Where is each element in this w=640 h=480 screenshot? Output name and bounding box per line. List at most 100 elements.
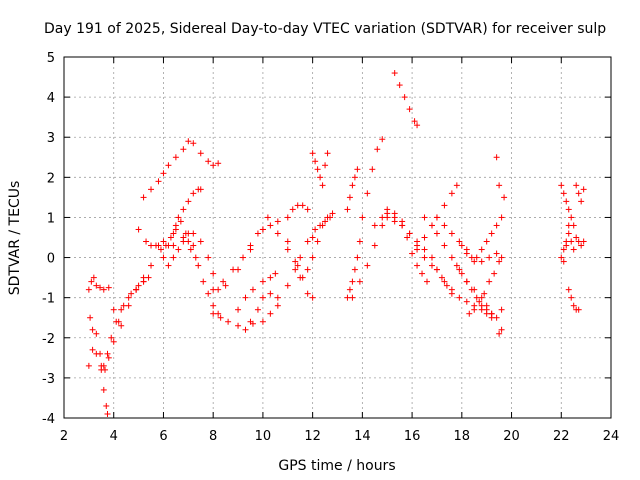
- data-point-marker: [463, 298, 470, 305]
- data-point-marker: [312, 158, 319, 165]
- data-point-marker: [364, 190, 371, 197]
- data-point-marker: [284, 238, 291, 245]
- data-point-marker: [401, 94, 408, 101]
- data-point-marker: [488, 310, 495, 317]
- data-point-marker: [371, 222, 378, 229]
- data-point-marker: [371, 242, 378, 249]
- data-point-marker: [259, 318, 266, 325]
- data-point-marker: [210, 302, 217, 309]
- data-point-marker: [312, 226, 319, 233]
- data-point-marker: [235, 322, 242, 329]
- data-point-marker: [473, 254, 480, 261]
- data-point-marker: [274, 302, 281, 309]
- x-tick-label: 4: [110, 429, 118, 444]
- data-point-marker: [329, 210, 336, 217]
- y-axis-tick-labels: -4 -3 -2 -1 0 1 2 3 4 5: [42, 51, 55, 427]
- data-point-marker: [453, 262, 460, 269]
- data-point-marker: [180, 238, 187, 245]
- data-point-marker: [217, 314, 224, 321]
- data-point-marker: [573, 234, 580, 241]
- data-point-marker: [110, 338, 117, 345]
- data-point-marker: [88, 278, 95, 285]
- data-point-marker: [478, 258, 485, 265]
- data-point-marker: [225, 318, 232, 325]
- data-point-marker: [560, 246, 567, 253]
- data-point-marker: [254, 306, 261, 313]
- data-point-marker: [471, 258, 478, 265]
- data-point-marker: [560, 190, 567, 197]
- data-point-marker: [322, 162, 329, 169]
- data-point-marker: [177, 218, 184, 225]
- data-point-marker: [384, 206, 391, 213]
- data-point-marker: [180, 206, 187, 213]
- data-point-marker: [448, 190, 455, 197]
- data-point-marker: [468, 286, 475, 293]
- data-point-marker: [568, 214, 575, 221]
- data-point-marker: [558, 182, 565, 189]
- data-point-marker: [565, 206, 572, 213]
- y-axis-title: SDTVAR / TECUs: [7, 181, 23, 296]
- data-point-marker: [433, 214, 440, 221]
- data-point-marker: [297, 254, 304, 261]
- data-point-marker: [210, 310, 217, 317]
- data-point-marker: [242, 326, 249, 333]
- data-point-marker: [453, 182, 460, 189]
- data-point-marker: [210, 162, 217, 169]
- data-point-marker: [104, 350, 111, 357]
- data-point-marker: [267, 290, 274, 297]
- data-point-marker: [89, 346, 96, 353]
- data-point-marker: [309, 150, 316, 157]
- data-point-marker: [346, 194, 353, 201]
- data-point-marker: [205, 158, 212, 165]
- data-point-marker: [210, 270, 217, 277]
- x-tick-label: 14: [354, 429, 371, 444]
- data-point-marker: [575, 306, 582, 313]
- data-point-marker: [274, 218, 281, 225]
- data-point-marker: [364, 262, 371, 269]
- data-point-marker: [140, 274, 147, 281]
- data-point-marker: [491, 270, 498, 277]
- data-point-marker: [267, 310, 274, 317]
- data-point-marker: [466, 310, 473, 317]
- data-point-marker: [304, 206, 311, 213]
- data-point-marker: [247, 318, 254, 325]
- data-point-marker: [267, 222, 274, 229]
- data-point-marker: [501, 194, 508, 201]
- data-point-marker: [160, 254, 167, 261]
- data-point-marker: [424, 278, 431, 285]
- data-point-marker: [349, 278, 356, 285]
- data-point-marker: [185, 138, 192, 145]
- data-point-marker: [172, 222, 179, 229]
- data-point-marker: [90, 274, 97, 281]
- data-point-marker: [152, 242, 159, 249]
- data-point-marker: [172, 154, 179, 161]
- data-point-marker: [565, 222, 572, 229]
- data-point-marker: [493, 250, 500, 257]
- data-point-marker: [97, 284, 104, 291]
- data-point-marker: [125, 302, 132, 309]
- y-tick-label: 0: [47, 252, 55, 267]
- data-point-marker: [197, 150, 204, 157]
- data-point-marker: [167, 234, 174, 241]
- x-tick-label: 12: [304, 429, 321, 444]
- data-point-marker: [165, 162, 172, 169]
- data-point-marker: [309, 294, 316, 301]
- data-point-marker: [488, 230, 495, 237]
- data-point-marker: [498, 214, 505, 221]
- data-point-marker: [304, 266, 311, 273]
- data-point-marker: [456, 238, 463, 245]
- x-tick-label: 24: [603, 429, 620, 444]
- data-point-marker: [369, 166, 376, 173]
- data-point-marker: [93, 282, 100, 289]
- data-point-marker: [242, 294, 249, 301]
- data-point-marker: [478, 246, 485, 253]
- data-point-marker: [448, 230, 455, 237]
- data-point-marker: [414, 238, 421, 245]
- data-point-marker: [322, 218, 329, 225]
- data-point-marker: [93, 330, 100, 337]
- data-point-marker: [396, 82, 403, 89]
- data-point-marker: [344, 206, 351, 213]
- data-point-marker: [85, 362, 92, 369]
- data-point-marker: [411, 118, 418, 125]
